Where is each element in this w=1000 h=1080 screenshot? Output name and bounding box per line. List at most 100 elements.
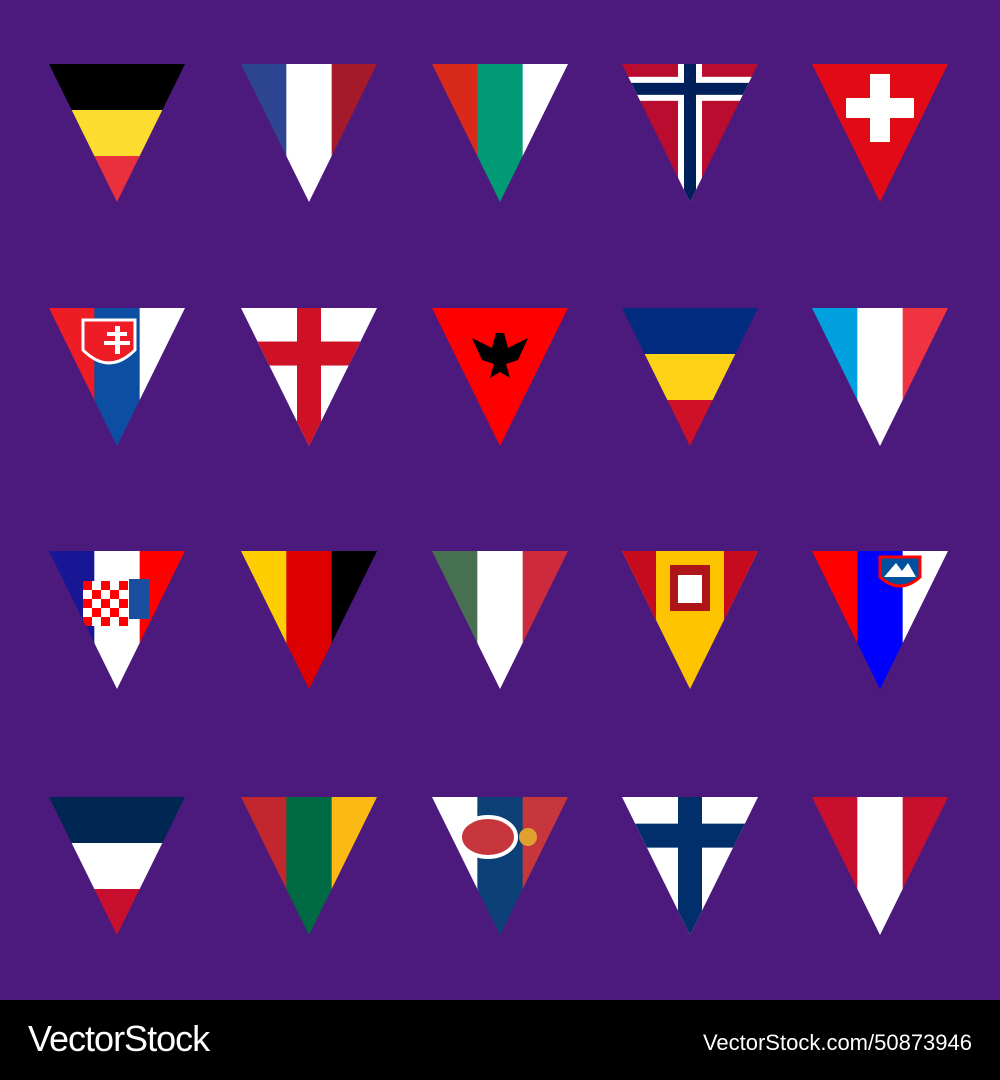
flag-stripe <box>902 797 948 935</box>
flag-stripe <box>522 64 568 202</box>
checkerboard <box>101 617 110 626</box>
flag-stripe <box>331 551 377 689</box>
coat-of-arms <box>678 575 702 603</box>
flag-stripe <box>477 551 524 689</box>
flag-stripe <box>622 400 758 446</box>
double-cross <box>104 341 130 345</box>
flag-stripe <box>857 308 904 446</box>
coat-of-arms <box>129 579 149 619</box>
pennant-flag <box>622 551 758 689</box>
flag-stripe <box>241 551 288 689</box>
checkerboard <box>92 599 101 608</box>
cross <box>846 98 914 118</box>
flag-stripe <box>432 64 479 202</box>
image-reference: VectorStock.com/50873946 <box>702 1030 972 1055</box>
flag-stripe <box>49 889 185 935</box>
checkerboard <box>119 581 128 590</box>
pennant-flag <box>812 308 948 446</box>
flag-stripe <box>622 354 758 401</box>
checkerboard <box>101 599 110 608</box>
flag-stripe <box>241 64 288 202</box>
pennant-flag <box>49 308 185 446</box>
pennant-flag <box>49 551 185 689</box>
flag-stripe <box>49 843 185 890</box>
brand-logo: VectorStock <box>28 1018 210 1059</box>
checkerboard <box>83 617 92 626</box>
flag-stripe <box>286 551 333 689</box>
flag-stripe <box>432 551 479 689</box>
checkerboard <box>119 590 128 599</box>
flag-stripe <box>724 551 758 689</box>
checkerboard <box>119 608 128 617</box>
flag-stripe <box>139 551 185 689</box>
checkerboard <box>110 608 119 617</box>
flag-stripe <box>331 797 377 935</box>
cross <box>297 308 321 446</box>
checkerboard <box>101 590 110 599</box>
checkerboard <box>92 608 101 617</box>
checkerboard <box>110 581 119 590</box>
checkerboard <box>110 599 119 608</box>
pennant-flag <box>241 308 377 446</box>
flag-stripe <box>286 797 333 935</box>
flag-stripe <box>622 308 758 355</box>
crown <box>519 828 537 846</box>
double-cross <box>115 326 120 354</box>
pennant-flag <box>812 797 948 935</box>
flag-stripe <box>522 797 568 935</box>
flag-stripe <box>522 551 568 689</box>
double-cross <box>107 332 127 336</box>
pennant-flag <box>622 308 758 446</box>
cross <box>622 82 758 95</box>
pennant-flag <box>432 308 568 446</box>
pennant-flag <box>432 64 568 202</box>
checkerboard <box>110 590 119 599</box>
flag-stripe <box>139 308 185 446</box>
pennant-flag <box>622 64 758 202</box>
flag-stripe <box>49 156 185 202</box>
pennant-flag <box>241 797 377 935</box>
checkerboard <box>83 608 92 617</box>
flag-stripe <box>812 551 859 689</box>
eagle-emblem <box>472 333 528 378</box>
pennant-flag <box>622 797 758 935</box>
flag-stripe <box>432 308 568 446</box>
checkerboard <box>92 590 101 599</box>
checkerboard <box>119 599 128 608</box>
flag-stripe <box>286 64 333 202</box>
checkerboard <box>101 608 110 617</box>
flag-stripe <box>902 308 948 446</box>
footer-bar: VectorStock VectorStock.com/50873946 <box>0 1000 1000 1080</box>
pennant-flag <box>241 64 377 202</box>
coat-of-arms <box>458 815 518 859</box>
checkerboard <box>101 581 110 590</box>
cross <box>678 797 702 935</box>
cross <box>622 823 758 848</box>
pennant-flag <box>432 551 568 689</box>
pennant-flag <box>812 64 948 202</box>
pennant-flag <box>241 551 377 689</box>
cross <box>241 341 377 366</box>
flag-stripe <box>49 110 185 157</box>
checkerboard <box>110 617 119 626</box>
flag-stripe <box>622 551 656 689</box>
flag-stripe <box>432 797 479 935</box>
checkerboard <box>92 617 101 626</box>
checkerboard <box>119 617 128 626</box>
flag-stripe <box>241 797 288 935</box>
flag-stripe <box>477 64 524 202</box>
pennant-flag <box>49 64 185 202</box>
flag-stripe <box>812 797 859 935</box>
checkerboard <box>83 581 92 590</box>
pennant-flag <box>49 797 185 935</box>
flag-grid <box>49 64 948 935</box>
pennant-flag <box>432 797 568 935</box>
flag-stripe <box>49 797 185 844</box>
flag-stripe <box>857 797 904 935</box>
flag-stripe <box>331 64 377 202</box>
checkerboard <box>83 599 92 608</box>
cross <box>684 64 696 202</box>
flag-stripe <box>812 308 859 446</box>
flag-stripe <box>49 64 185 111</box>
checkerboard <box>92 581 101 590</box>
